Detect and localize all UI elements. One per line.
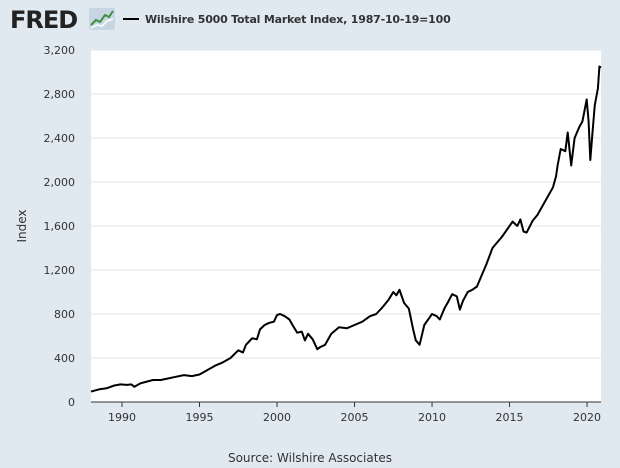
y-tick-label: 1,600 xyxy=(44,220,76,233)
y-axis: 0 400 800 1,200 1,600 2,000 2,400 2,800 3,200 xyxy=(44,44,76,409)
y-tick-label: 3,200 xyxy=(44,44,76,57)
x-tick-label: 2020 xyxy=(573,411,601,424)
legend-swatch xyxy=(123,18,139,20)
gridlines xyxy=(91,49,601,359)
y-tick-label: 1,200 xyxy=(44,264,76,277)
x-tick-label: 2000 xyxy=(263,411,291,424)
x-tick-label: 2015 xyxy=(496,411,524,424)
fred-logo[interactable]: FRED xyxy=(10,6,78,34)
x-tick-label: 2010 xyxy=(418,411,446,424)
series-layer xyxy=(90,65,602,393)
source-note: Source: Wilshire Associates xyxy=(227,451,393,465)
legend-label: Wilshire 5000 Total Market Index, 1987-1… xyxy=(145,12,451,26)
legend: Wilshire 5000 Total Market Index, 1987-1… xyxy=(123,10,451,28)
x-tick-label: 1995 xyxy=(186,411,214,424)
y-tick-label: 2,800 xyxy=(44,88,76,101)
trend-chart-icon xyxy=(89,8,115,30)
y-tick-label: 2,000 xyxy=(44,176,76,189)
chart-header: FRED Wilshire 5000 Total Market Index, 1… xyxy=(0,0,620,40)
y-tick-label: 2,400 xyxy=(44,132,76,145)
x-tick-label: 2005 xyxy=(341,411,369,424)
y-tick-label: 800 xyxy=(54,308,75,321)
y-axis-label: Index xyxy=(15,209,29,242)
y-tick-label: 400 xyxy=(54,352,75,365)
x-axis: 1990 1995 2000 2005 2010 2015 2020 xyxy=(91,401,601,424)
y-tick-label: 0 xyxy=(68,396,75,409)
x-tick-label: 1990 xyxy=(108,411,136,424)
series-line xyxy=(90,65,602,393)
